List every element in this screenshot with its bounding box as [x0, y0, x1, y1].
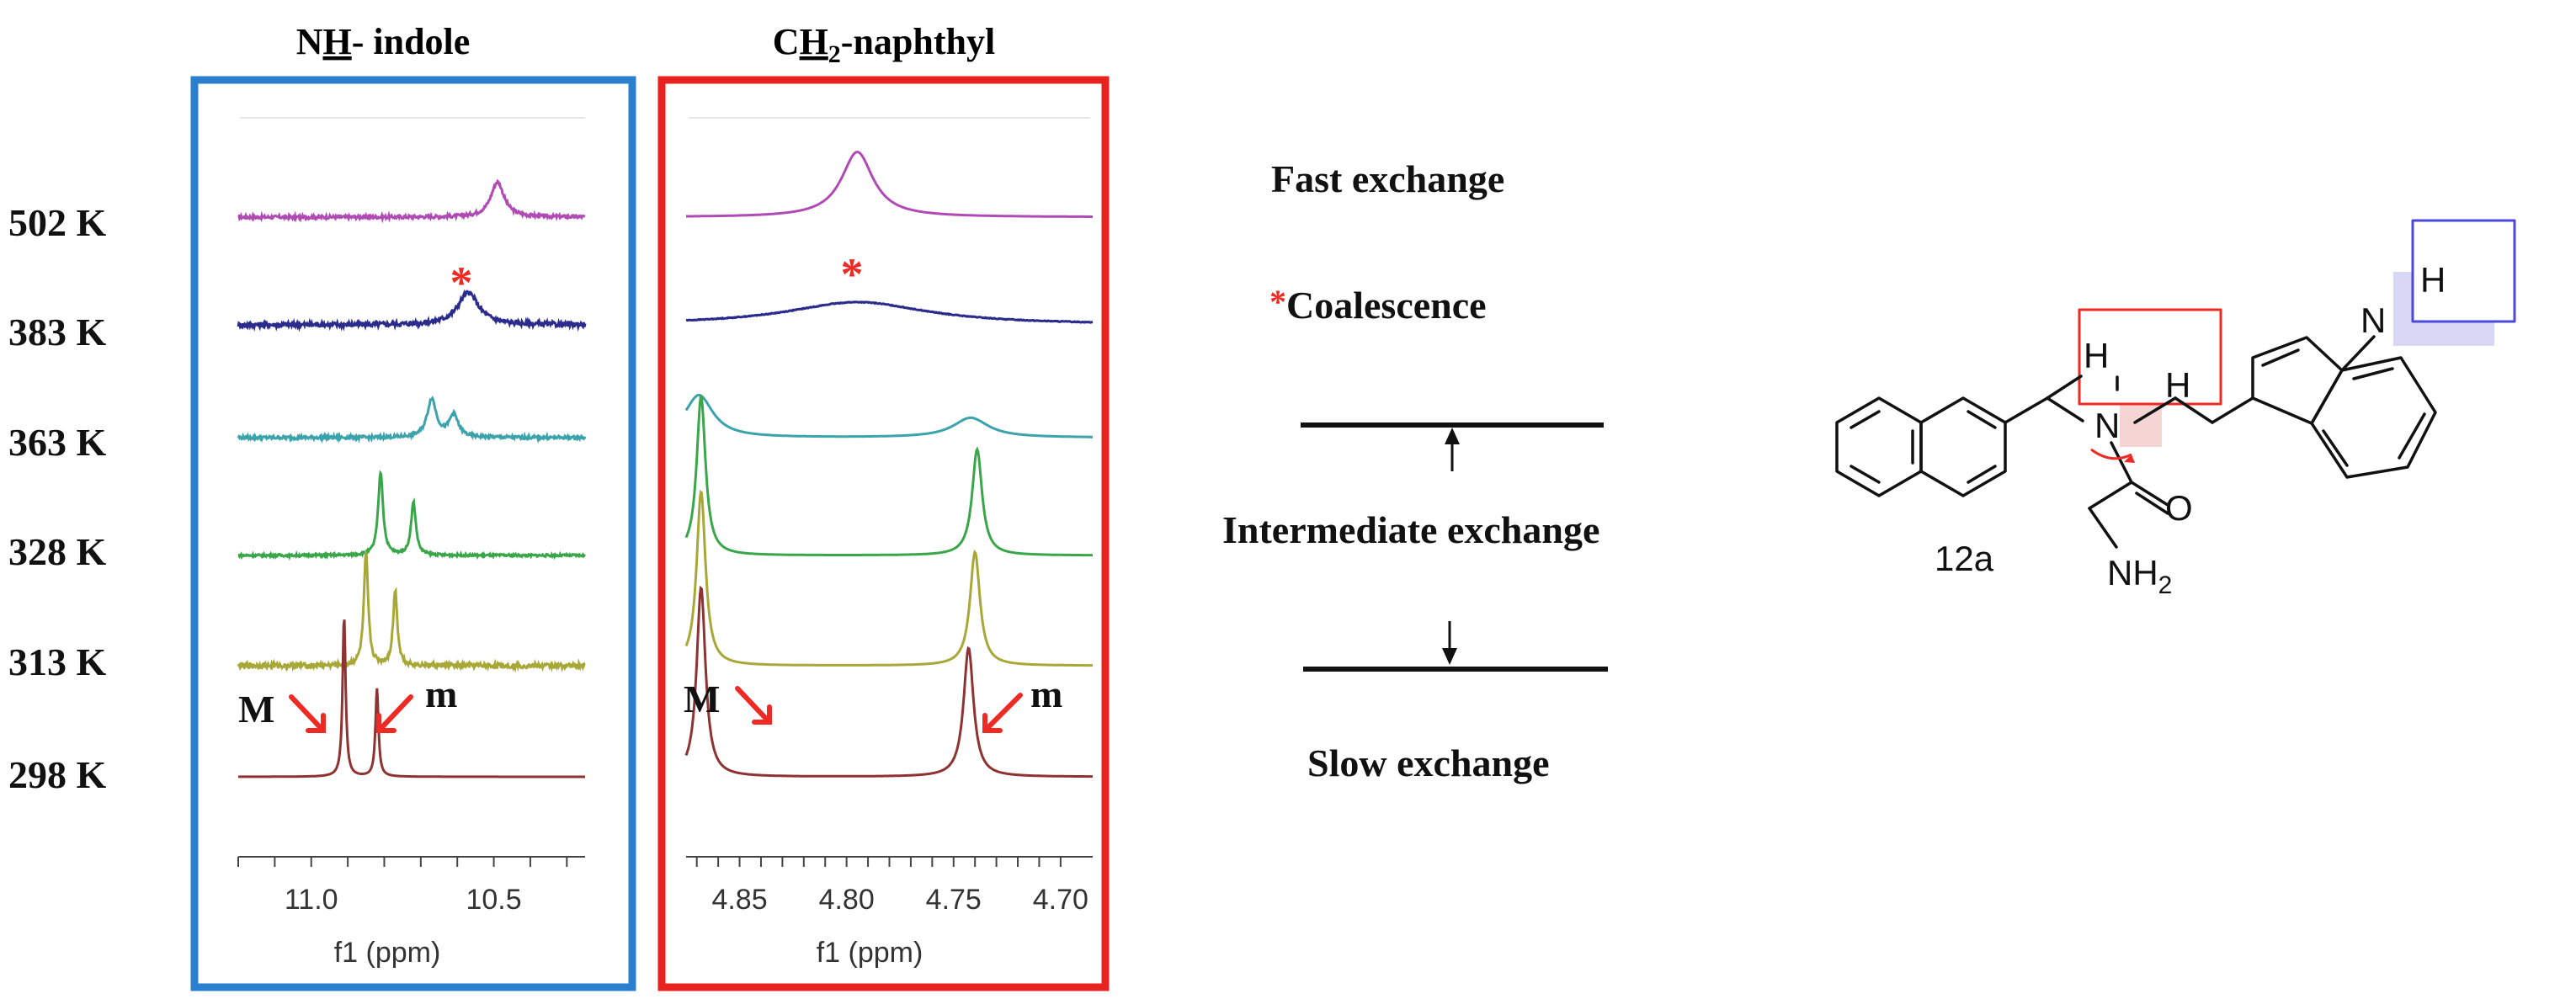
- ch2-spectrum-363k: [684, 394, 1093, 438]
- ch2-spectra: [684, 151, 1094, 778]
- indole-pyrrole-ring: [2251, 336, 2344, 425]
- nh-spectrum-502k: [237, 178, 586, 224]
- nh-coalescence-star: *: [450, 258, 473, 308]
- ch2-major-arrowhead: [752, 704, 772, 725]
- ch2-panel-frame: [657, 76, 1110, 991]
- ch2-n-bond: [2046, 396, 2084, 422]
- temperature-label-328: 328 K: [8, 530, 107, 573]
- nh-major-arrow: [289, 694, 324, 731]
- carbonyl-bond: [2130, 481, 2169, 507]
- amide-rotation-arrowhead: [2124, 454, 2135, 463]
- fast-exchange-label: Fast exchange: [1271, 157, 1504, 200]
- nh-panel-title: NH- indole: [296, 21, 471, 62]
- temperature-labels: 502 K 383 K 363 K 328 K 313 K 298 K: [8, 201, 107, 796]
- ch2-spectrum-502k: [686, 151, 1093, 218]
- amide-n-label: N: [2094, 406, 2120, 445]
- ethyl-indole-bond: [2211, 396, 2254, 424]
- ch2-panel-title: CH2-naphthyl: [773, 21, 995, 68]
- nh-spectrum-383k: [237, 289, 587, 332]
- indole-double-bond: [2352, 367, 2394, 380]
- naphthyl-ch2-bond: [2004, 396, 2049, 424]
- nh-tick-label: 11.0: [285, 884, 338, 916]
- temperature-label-298: 298 K: [8, 753, 107, 796]
- ch2-spectrum-328k: [684, 395, 1093, 557]
- carbonyl-ch2-bond: [2088, 481, 2133, 510]
- coalescence-label: *Coalescence: [1269, 283, 1487, 327]
- nh-spectra: [237, 178, 587, 778]
- intermediate-exchange-label: Intermediate exchange: [1222, 508, 1599, 551]
- temperature-label-502: 502 K: [8, 201, 107, 244]
- down-arrow-head: [1442, 648, 1457, 665]
- ch2-major-label: M: [684, 678, 720, 720]
- nh-panel-frame: [190, 76, 636, 991]
- nh-spectrum-363k: [237, 396, 587, 444]
- up-arrow-head: [1445, 428, 1460, 444]
- temperature-label-313: 313 K: [8, 640, 107, 683]
- slow-exchange-label: Slow exchange: [1307, 741, 1550, 784]
- nh-spectrum-298k: [238, 619, 585, 778]
- indole-double-bond: [2261, 348, 2300, 367]
- nh-axis-title: f1 (ppm): [334, 937, 441, 969]
- naphthalene-double-bond: [1850, 410, 1881, 429]
- nh-minor-arrowhead: [376, 713, 397, 733]
- amine-label: NH2: [2107, 553, 2172, 599]
- nh-x-axis: 11.0 10.5: [237, 856, 585, 916]
- naphthalene-double-bond: [1850, 465, 1881, 484]
- nh-minor-arrow: [378, 694, 413, 731]
- ch2-spectrum-383k: [685, 300, 1094, 324]
- ch2-major-arrow: [735, 686, 770, 723]
- nh-major-arrowhead: [306, 713, 326, 733]
- nh-spectrum-313k: [237, 551, 586, 673]
- indole-benzene-ring: [2310, 356, 2437, 479]
- ch2-tick-label: 4.70: [1033, 884, 1088, 916]
- ch2-axis-title: f1 (ppm): [817, 937, 923, 969]
- ch2-spectrum-313k: [684, 490, 1093, 667]
- n-carbonyl-bond: [2110, 441, 2133, 484]
- carbonyl-o-label: O: [2165, 488, 2193, 528]
- indole-n-label: N: [2360, 300, 2386, 340]
- ch2-tick-label: 4.75: [926, 884, 982, 916]
- coalescence-label-text: Coalescence: [1286, 284, 1487, 327]
- ch2-spectrum-298k: [684, 585, 1093, 778]
- nh-spectrum-328k: [237, 470, 586, 561]
- nh-tick-label: 10.5: [466, 884, 521, 916]
- temperature-label-383: 383 K: [8, 311, 107, 353]
- indole-double-bond: [2398, 412, 2426, 460]
- ch2-h-label: H: [2084, 336, 2109, 375]
- indole-h-label: H: [2420, 260, 2446, 300]
- indole-nh-bond: [2340, 335, 2376, 372]
- ch2-h1-bond: [2046, 375, 2083, 400]
- ch2-nh2-bond: [2088, 507, 2118, 549]
- exchange-legend: Fast exchange *Coalescence Intermediate …: [1222, 157, 1608, 784]
- indole-double-bond: [2322, 429, 2349, 467]
- naphthalene-double-bond: [1967, 465, 1997, 484]
- ch2-highlight-box: [2078, 308, 2222, 406]
- molecule-12a: [1835, 219, 2516, 549]
- naphthalene-ring-right: [1919, 396, 2007, 497]
- temperature-label-363: 363 K: [8, 421, 107, 464]
- ch2-minor-arrow: [984, 693, 1023, 731]
- ch2-tick-label: 4.80: [819, 884, 875, 916]
- naphthalene-double-bond: [1967, 410, 1997, 429]
- nh-major-label: M: [238, 688, 274, 731]
- carbonyl-double-bond: [2135, 492, 2169, 515]
- ch2-h-label: H: [2165, 365, 2190, 405]
- nh-minor-label: m: [425, 672, 457, 715]
- coalescence-label-star: *: [1269, 283, 1286, 321]
- ch2-tick-label: 4.85: [711, 884, 767, 916]
- ch2-coalescence-star: *: [841, 249, 864, 300]
- ch2-x-axis: 4.85 4.80 4.75 4.70: [686, 856, 1093, 916]
- ethyl-bond: [2174, 396, 2214, 424]
- amide-rotation-arrow: [2090, 448, 2132, 460]
- nh-highlight-box: [2411, 219, 2516, 323]
- ch2-minor-arrowhead: [982, 713, 1003, 733]
- n-ethyl-bond: [2133, 396, 2177, 424]
- molecule-atom-labels: H H N O NH2 H N 12a: [1935, 260, 2446, 599]
- compound-label: 12a: [1935, 539, 1994, 578]
- m-arrows: [289, 686, 1023, 733]
- ch2-minor-label: m: [1030, 672, 1062, 715]
